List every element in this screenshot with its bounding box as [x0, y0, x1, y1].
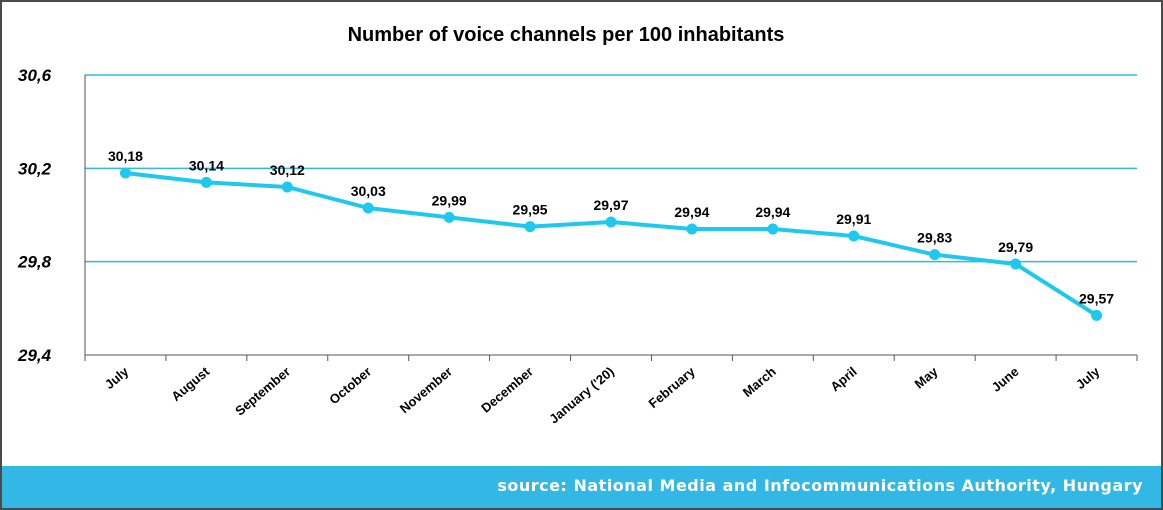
x-tick-label: September	[232, 364, 293, 419]
x-tick-label: June	[989, 364, 1022, 395]
x-tick-label: July	[1073, 363, 1103, 392]
x-tick-label: March	[740, 364, 779, 400]
x-tick-label: January ('20)	[546, 364, 617, 427]
data-label: 29,95	[513, 202, 548, 218]
data-point	[200, 176, 212, 188]
data-label: 30,14	[189, 157, 224, 173]
y-tick-label: 29,8	[17, 253, 52, 272]
line-chart: 29,4 29,8 30,2 30,6 July August September Octob…	[17, 66, 1138, 427]
x-tick-label: April	[827, 364, 859, 395]
source-text: source: National Media and Infocommunica…	[497, 476, 1143, 495]
y-tick-label: 29,4	[17, 346, 52, 365]
data-point	[281, 181, 293, 193]
data-point	[119, 167, 131, 179]
data-label: 29,83	[917, 230, 952, 246]
data-label: 29,99	[432, 192, 467, 208]
data-point	[686, 223, 698, 235]
y-tick-label: 30,6	[18, 66, 52, 85]
footer-band: source: National Media and Infocommunica…	[2, 466, 1161, 508]
x-tick-label: December	[478, 364, 536, 416]
data-point	[524, 221, 536, 233]
data-label: 30,12	[270, 162, 305, 178]
chart-title: Number of voice channels per 100 inhabit…	[347, 24, 785, 46]
data-label: 30,03	[351, 183, 386, 199]
x-tick-label: August	[168, 363, 212, 404]
data-label: 30,18	[108, 148, 143, 164]
data-label: 29,57	[1079, 290, 1114, 306]
data-label: 29,94	[674, 204, 709, 220]
data-label: 29,97	[593, 197, 628, 213]
data-point	[605, 216, 617, 228]
x-tick-label: February	[646, 363, 699, 411]
data-label: 29,91	[836, 211, 871, 227]
data-label: 29,79	[998, 239, 1033, 255]
data-point	[1010, 258, 1022, 270]
x-tick-label: July	[102, 363, 132, 392]
x-tick-label: November	[397, 364, 455, 416]
data-point	[767, 223, 779, 235]
y-tick-label: 30,2	[18, 159, 52, 178]
data-point	[443, 211, 455, 223]
data-label: 29,94	[755, 204, 790, 220]
data-point	[848, 230, 860, 242]
data-point	[929, 249, 941, 261]
x-tick-label: October	[326, 364, 374, 408]
data-point	[362, 202, 374, 214]
data-point	[1091, 309, 1103, 321]
x-tick-label: May	[912, 363, 942, 391]
